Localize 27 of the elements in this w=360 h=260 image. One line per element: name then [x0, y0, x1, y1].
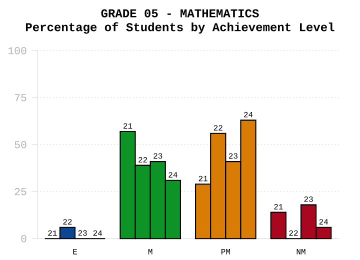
- x-tick-label: PM: [221, 249, 230, 254]
- y-tick-label: 75: [14, 94, 26, 102]
- y-tick-label: 50: [14, 141, 26, 148]
- x-tick-label: M: [148, 249, 152, 254]
- text: 23: [304, 196, 313, 202]
- y-tick-label: 0: [21, 235, 26, 242]
- text: 24: [93, 230, 102, 236]
- x-tick-label: NM: [296, 249, 306, 254]
- text: 21: [198, 176, 208, 182]
- text: 21: [274, 204, 283, 210]
- text: 24: [319, 219, 328, 224]
- series-label: 23: [154, 153, 162, 159]
- x-tick-label: E: [73, 249, 77, 254]
- text: 22: [63, 219, 72, 224]
- text: 23: [78, 230, 87, 236]
- series-label: 21: [124, 123, 132, 129]
- series-label: 24: [168, 172, 178, 178]
- series-label: 22: [214, 125, 222, 130]
- chart-title: GRADE 05 - MATHEMATICS: [101, 9, 259, 18]
- y-tick-label: 25: [14, 188, 26, 196]
- text: 24: [244, 112, 253, 118]
- chart-subtitle: Percentage of Students by Achievement Level: [26, 22, 334, 34]
- text: 23: [228, 153, 238, 159]
- text: 21: [48, 230, 57, 236]
- y-tick-label: 100: [8, 47, 26, 54]
- text: 22: [138, 157, 148, 162]
- text: 22: [289, 230, 298, 236]
